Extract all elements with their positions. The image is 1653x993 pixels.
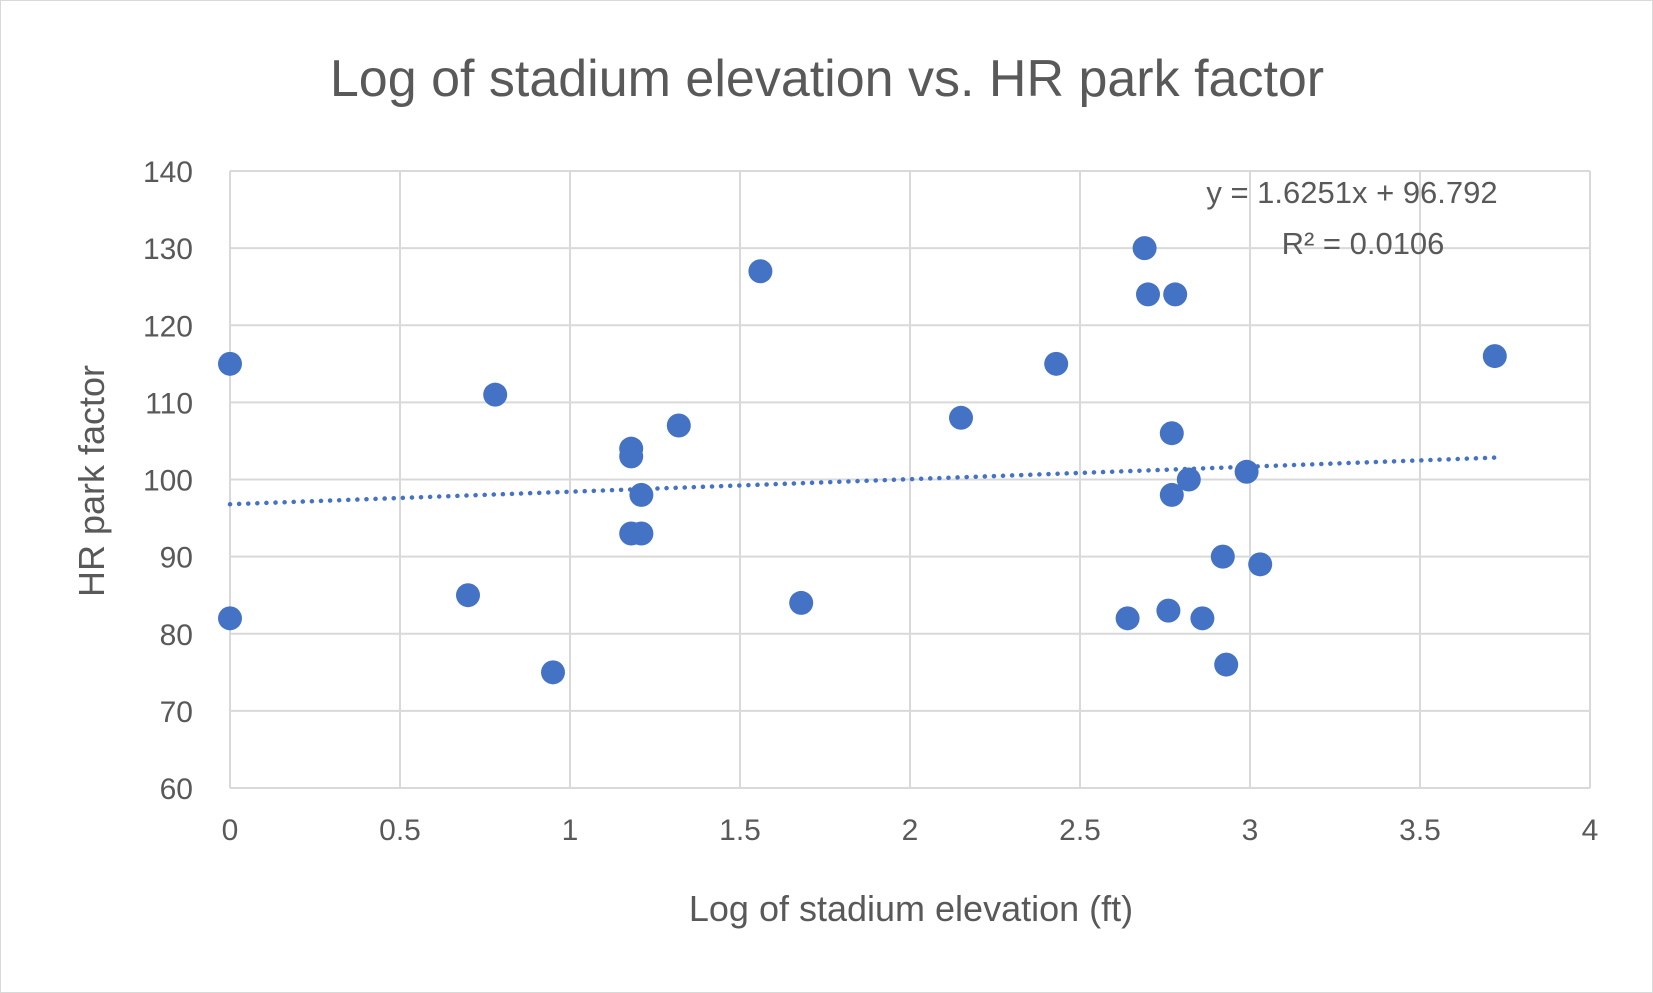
chart-title: Log of stadium elevation vs. HR park fac… [330, 50, 1324, 108]
data-point [1115, 606, 1140, 631]
x-tick-label: 2.5 [1059, 814, 1101, 847]
y-tick-label: 100 [143, 465, 193, 498]
x-tick-labels: 0 0.5 1 1.5 2 2.5 3 3.5 4 [222, 814, 1599, 847]
data-point [1248, 552, 1273, 577]
data-point [1176, 467, 1201, 492]
y-axis-title: HR park factor [71, 365, 112, 597]
x-tick-label: 1 [562, 814, 579, 847]
data-point [619, 444, 644, 469]
data-points [218, 236, 1507, 685]
x-tick-label: 3 [1242, 814, 1259, 847]
data-point [218, 606, 242, 631]
data-point [1156, 598, 1181, 623]
x-tick-label: 3.5 [1399, 814, 1441, 847]
data-point [748, 259, 773, 284]
data-point [789, 590, 814, 615]
trendline-r-squared: R² = 0.0106 [1282, 226, 1445, 261]
data-point [629, 482, 654, 507]
trendline-equation: y = 1.6251x + 96.792 [1206, 175, 1497, 210]
data-point [949, 405, 973, 430]
y-tick-label: 140 [143, 156, 193, 189]
y-tick-label: 90 [160, 542, 193, 575]
trendline-layer [227, 455, 1498, 507]
data-point [218, 351, 242, 376]
data-point [666, 413, 691, 438]
data-point [1159, 421, 1184, 446]
x-tick-label: 0 [222, 814, 239, 847]
x-tick-label: 2 [902, 814, 919, 847]
data-point [1159, 482, 1184, 507]
data-point [629, 521, 654, 546]
data-point [1044, 351, 1069, 376]
y-tick-label: 60 [160, 773, 193, 806]
data-point [456, 583, 480, 608]
data-point [1163, 282, 1188, 307]
x-axis-title: Log of stadium elevation (ft) [689, 888, 1133, 929]
trendline [227, 455, 1498, 507]
x-tick-label: 4 [1582, 814, 1599, 847]
x-tick-label: 0.5 [379, 814, 421, 847]
y-tick-label: 120 [143, 310, 193, 343]
x-tick-label: 1.5 [719, 814, 761, 847]
y-tick-label: 110 [145, 387, 193, 420]
y-tick-labels: 60 70 80 90 100 110 120 130 140 [143, 156, 193, 806]
y-tick-label: 130 [143, 233, 193, 266]
data-point [1210, 544, 1235, 569]
y-tick-label: 70 [160, 696, 193, 729]
data-point [1136, 282, 1160, 307]
data-point [1482, 344, 1507, 369]
data-point [541, 660, 565, 685]
y-tick-label: 80 [160, 619, 193, 652]
data-point [1234, 459, 1259, 484]
data-point [1190, 606, 1215, 631]
data-point [1132, 236, 1157, 261]
data-point [1214, 652, 1239, 677]
data-point [483, 382, 508, 407]
